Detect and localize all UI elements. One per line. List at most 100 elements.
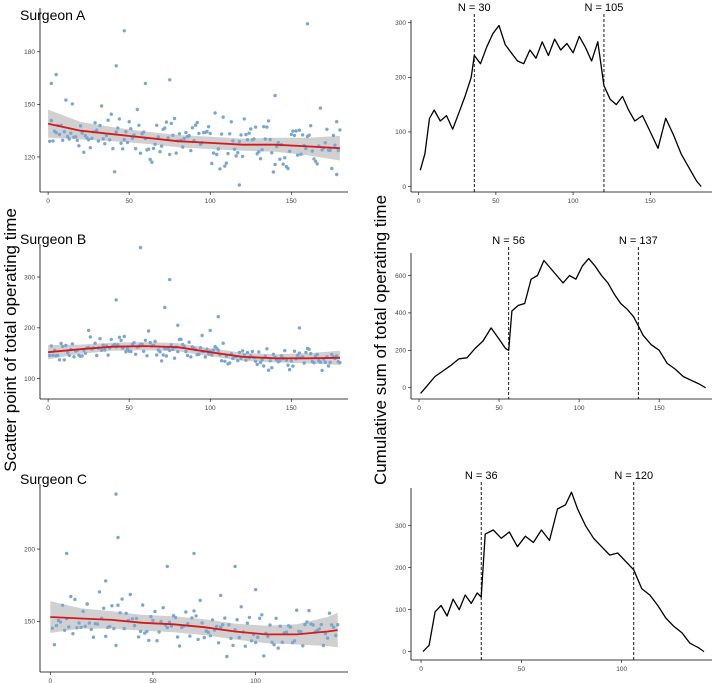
data-point — [163, 305, 167, 310]
x-tick-label: 50 — [492, 198, 500, 205]
data-point — [87, 621, 92, 625]
data-point — [184, 349, 188, 354]
data-point — [338, 128, 342, 132]
data-point — [244, 358, 248, 362]
data-point — [242, 117, 246, 121]
data-point — [65, 551, 69, 556]
data-point — [138, 151, 143, 155]
data-point — [81, 609, 85, 613]
panel-surgeon-a-cusum: 0 50 100 150 0 100 200 300 N = 30 N = 105 — [395, 2, 712, 205]
data-point — [49, 118, 53, 123]
data-point — [305, 22, 310, 26]
x-tick-label: 50 — [495, 405, 503, 412]
data-point — [239, 605, 243, 609]
data-point — [237, 635, 241, 640]
data-point — [120, 597, 124, 601]
data-point — [219, 132, 224, 136]
data-point — [309, 124, 313, 128]
data-point — [171, 347, 175, 351]
data-point — [151, 146, 156, 151]
data-point — [187, 340, 191, 344]
data-point — [146, 329, 151, 333]
data-point — [307, 133, 311, 137]
x-tick-label: 100 — [250, 678, 261, 683]
data-point — [151, 618, 155, 623]
data-point — [48, 139, 52, 143]
data-point — [300, 133, 305, 137]
data-point — [273, 162, 277, 167]
data-point — [336, 148, 340, 153]
data-point — [243, 644, 247, 648]
data-point — [274, 616, 278, 620]
data-point — [260, 148, 264, 152]
panel-title: Surgeon C — [20, 471, 87, 487]
data-point — [153, 142, 157, 146]
data-point — [250, 349, 255, 354]
data-point — [223, 359, 227, 363]
data-point — [196, 637, 200, 642]
data-point — [328, 148, 332, 152]
data-point — [210, 161, 214, 166]
left-y-axis-label: Scatter point of total operating time — [1, 208, 20, 472]
data-point — [168, 277, 172, 282]
data-point — [99, 348, 104, 352]
data-point — [77, 144, 81, 148]
data-point — [62, 358, 66, 362]
data-point — [270, 640, 274, 644]
data-point — [57, 358, 62, 362]
data-point — [184, 130, 188, 135]
data-point — [271, 170, 276, 174]
data-point — [297, 351, 302, 355]
cusum-line — [419, 24, 702, 187]
data-point — [83, 624, 87, 628]
data-point — [111, 146, 115, 151]
data-point — [216, 348, 220, 352]
data-point — [158, 150, 162, 154]
data-point — [58, 620, 63, 624]
cutoff-label: N = 137 — [619, 235, 658, 247]
data-point — [177, 132, 182, 136]
data-point — [240, 349, 245, 353]
data-point — [283, 348, 287, 353]
data-point — [291, 129, 295, 133]
data-point — [103, 142, 107, 146]
data-point — [51, 139, 55, 143]
data-point — [323, 632, 328, 636]
data-point — [164, 120, 169, 124]
data-point — [292, 349, 297, 353]
data-point — [82, 150, 86, 154]
data-point — [117, 117, 122, 121]
data-point — [219, 625, 223, 629]
y-tick-label: 100 — [24, 376, 35, 383]
data-point — [198, 598, 202, 603]
data-point — [132, 341, 136, 345]
y-tick-label: 300 — [395, 523, 406, 530]
data-point — [260, 613, 264, 617]
data-point — [153, 339, 157, 344]
data-point — [169, 343, 173, 347]
confidence-band — [48, 109, 340, 161]
data-point — [235, 618, 239, 622]
data-point — [329, 623, 334, 627]
data-point — [168, 152, 172, 157]
data-point — [99, 104, 104, 108]
x-tick-label: 50 — [126, 198, 134, 205]
data-point — [313, 159, 318, 163]
data-point — [323, 141, 327, 145]
data-point — [266, 634, 270, 639]
data-point — [297, 326, 302, 330]
data-point — [117, 335, 122, 339]
y-tick-label: 400 — [395, 310, 406, 317]
data-point — [77, 621, 81, 625]
data-point — [93, 121, 97, 125]
data-point — [75, 138, 80, 143]
data-point — [272, 643, 276, 647]
data-point — [91, 635, 96, 639]
data-point — [334, 633, 338, 638]
x-tick-label: 100 — [205, 405, 216, 412]
y-tick-label: 200 — [395, 348, 406, 355]
data-point — [284, 630, 289, 634]
data-point — [312, 157, 316, 161]
data-point — [226, 151, 230, 156]
